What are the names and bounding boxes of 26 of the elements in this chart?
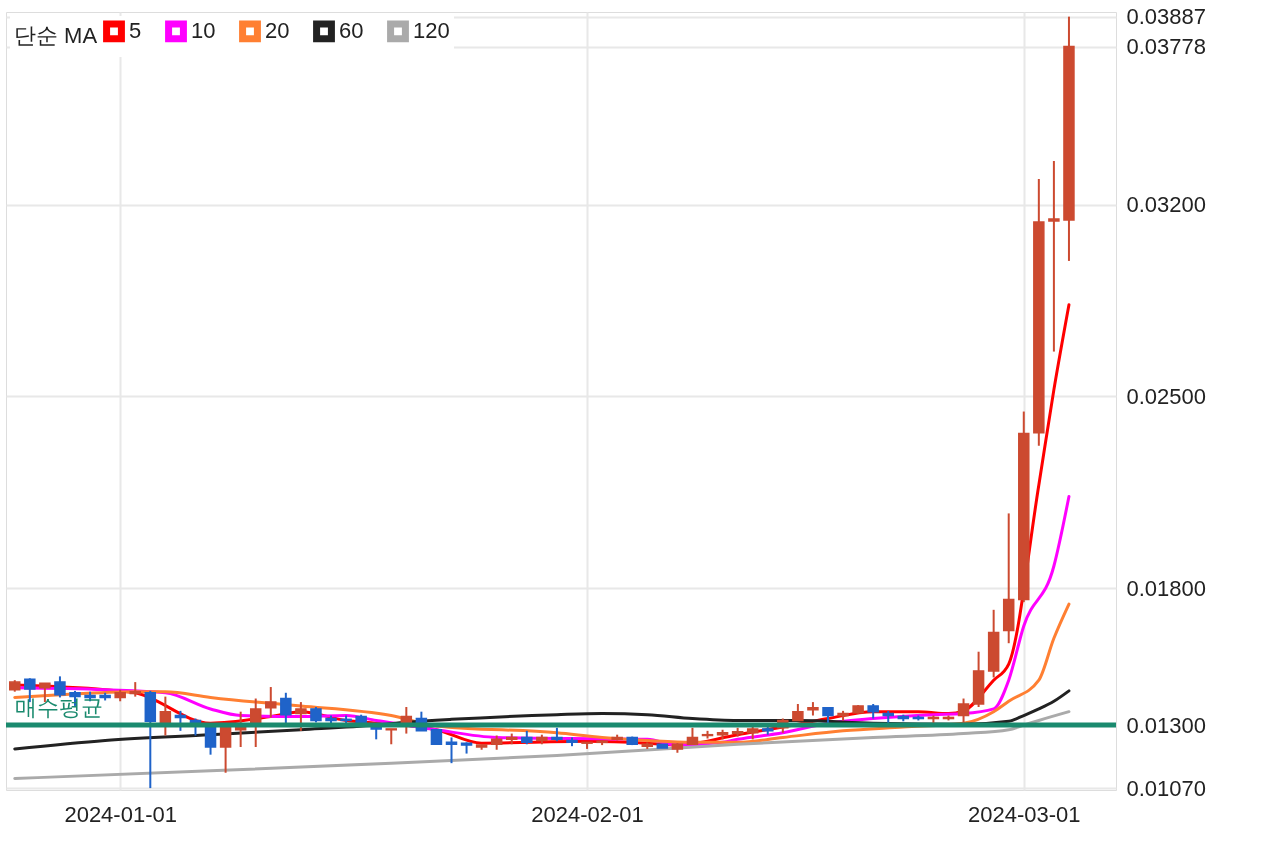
legend-label: 120 xyxy=(413,18,450,44)
y-tick-label: 0.03778 xyxy=(1126,34,1207,59)
y-tick-label: 0.01800 xyxy=(1126,575,1207,601)
ref-line-label: 매수평균 xyxy=(15,695,103,721)
candlestick xyxy=(1048,159,1060,353)
candlestick xyxy=(159,695,172,737)
x-tick-label: 2024-02-01 xyxy=(531,801,644,827)
y-tick-label: 0.03200 xyxy=(1126,192,1207,218)
candlestick xyxy=(249,697,262,749)
legend-label: 20 xyxy=(265,18,290,44)
candlestick xyxy=(265,686,277,719)
y-tick-label: 0.03887 xyxy=(1126,4,1207,30)
candlestick xyxy=(280,691,292,726)
candlestick xyxy=(957,697,970,725)
legend-label: 60 xyxy=(339,18,364,44)
y-tick-label: 0.01300 xyxy=(1126,712,1207,738)
legend-label: 5 xyxy=(129,18,142,44)
candlestick xyxy=(54,675,66,699)
legend-title: 단순 MA xyxy=(14,23,98,48)
legend-label: 10 xyxy=(191,18,216,44)
y-tick-label: 0.02500 xyxy=(1126,383,1207,409)
x-tick-label: 2024-03-01 xyxy=(968,801,1081,827)
y-tick-label: 0.01070 xyxy=(1126,775,1207,801)
candlestick xyxy=(295,701,307,732)
candlestick xyxy=(219,726,232,774)
x-tick-label: 2024-01-01 xyxy=(64,801,177,827)
